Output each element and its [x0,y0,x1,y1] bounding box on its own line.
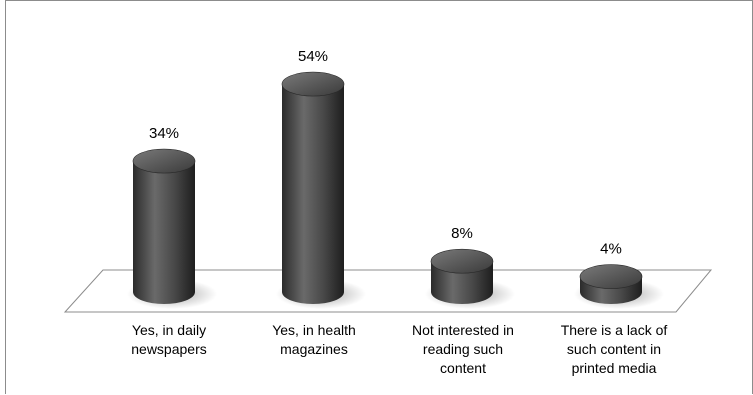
bar-top-cap [281,71,345,97]
bar-body [133,161,195,304]
bars-layer: 34% 54% 8% 4% [127,48,664,309]
bar-top-cap [430,248,494,274]
bar-2: 54% [276,48,366,309]
bar-chart: 34% 54% 8% 4% [63,48,713,313]
bar-4: 4% [574,241,664,309]
bar-3: 8% [425,225,515,309]
chart-floor [63,269,713,313]
bar-top-cap [579,264,643,289]
bar-1: 34% [127,125,217,309]
data-label-3: 8% [451,225,473,242]
data-label-1: 34% [149,125,179,142]
chart-frame: 34% 54% 8% 4% Yes, in daily newspapers Yes,… [5,0,753,394]
bar-top-cap [132,148,196,174]
data-label-2: 54% [298,48,328,65]
category-label-1: Yes, in daily newspapers [131,322,207,357]
category-label-4: There is a lack of such content in print… [560,322,668,376]
data-label-4: 4% [600,241,622,258]
bar-body [282,84,344,304]
category-label-3: Not interested in reading such content [412,322,514,376]
category-label-2: Yes, in health magazines [272,322,356,357]
